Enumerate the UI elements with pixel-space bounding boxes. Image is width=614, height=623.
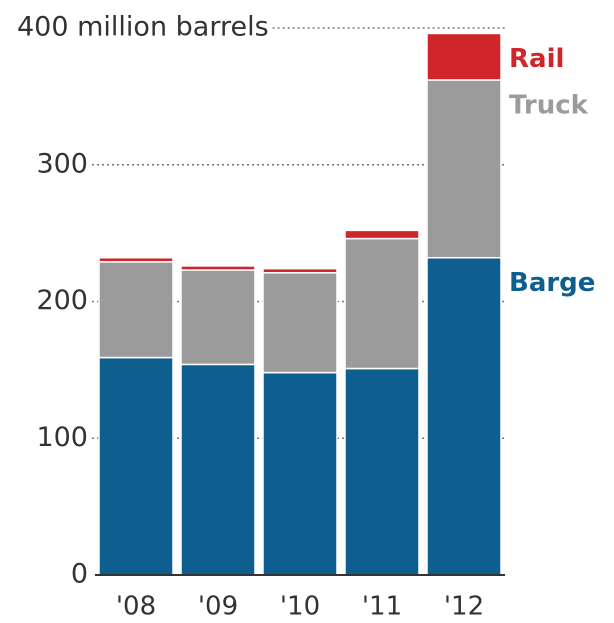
bar-segment bbox=[426, 79, 502, 259]
x-tick-label: '09 bbox=[198, 592, 238, 622]
bar-segment bbox=[262, 371, 338, 576]
bar-segment bbox=[344, 367, 420, 576]
x-tick-label: '10 bbox=[280, 592, 320, 622]
bar-segment bbox=[262, 272, 338, 374]
y-tick-label: 0 bbox=[71, 559, 88, 590]
y-tick-label: 200 bbox=[36, 285, 88, 316]
bar-segment bbox=[180, 269, 256, 366]
legend-label: Rail bbox=[509, 44, 564, 74]
x-tick-label: '11 bbox=[362, 592, 402, 622]
bar-segment bbox=[98, 256, 174, 263]
bar-segment bbox=[344, 237, 420, 370]
bar-segment bbox=[262, 267, 338, 274]
legend-label: Barge bbox=[509, 268, 595, 298]
bar-segment bbox=[180, 363, 256, 576]
bar-segment bbox=[344, 229, 420, 240]
x-tick-label: '12 bbox=[444, 592, 484, 622]
bar-segment bbox=[98, 356, 174, 576]
bar-segment bbox=[98, 261, 174, 359]
bar-segment bbox=[426, 256, 502, 576]
legend-label: Truck bbox=[509, 90, 589, 120]
x-tick-label: '08 bbox=[116, 592, 156, 622]
y-tick-label: 100 bbox=[36, 422, 88, 453]
y-tick-label: 400 million barrels bbox=[17, 12, 269, 43]
bar-segment bbox=[426, 32, 502, 81]
bar-segment bbox=[180, 265, 256, 271]
y-tick-label: 300 bbox=[36, 148, 88, 179]
